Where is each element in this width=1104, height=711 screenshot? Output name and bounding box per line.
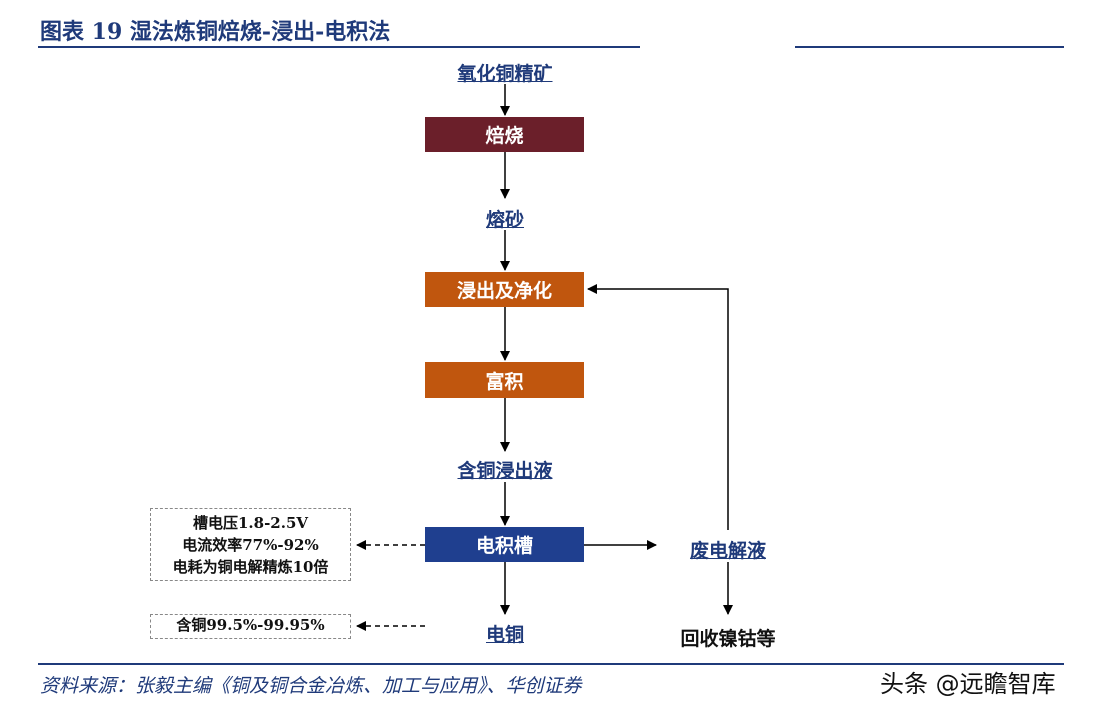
copper-purity-note: 含铜99.5%-99.95%: [150, 614, 351, 639]
note-voltage: 槽电压1.8-2.5V: [192, 514, 309, 532]
electrowinning-params-note: 槽电压1.8-2.5V 电流效率77%-92% 电耗为铜电解精炼10倍: [150, 508, 351, 581]
solution-label: 含铜浸出液: [457, 460, 553, 482]
leach-box: 浸出及净化: [425, 272, 584, 307]
calcine-label: 熔砂: [485, 209, 525, 231]
note-current-efficiency: 电流效率77%-92%: [182, 536, 319, 554]
enrich-box-label: 富积: [485, 370, 524, 393]
roast-box-label: 焙烧: [485, 125, 524, 147]
title-rule-gap: [640, 45, 795, 50]
roast-box: 焙烧: [425, 117, 584, 152]
footer-rule: [38, 663, 1064, 665]
page-title: 图表 19 湿法炼铜焙烧-浸出-电积法: [40, 19, 391, 45]
watermark: 头条 @远瞻智库: [880, 670, 1056, 698]
raw-material-label: 氧化铜精矿: [457, 63, 553, 85]
note-power-consumption: 电耗为铜电解精炼10倍: [172, 558, 329, 576]
title-rule: [38, 46, 1064, 48]
note-purity: 含铜99.5%-99.95%: [176, 616, 325, 634]
leach-box-label: 浸出及净化: [456, 280, 552, 302]
electrowinning-box: 电积槽: [425, 527, 584, 562]
source-note: 资料来源：张毅主编《铜及铜合金冶炼、加工与应用》、华创证券: [40, 675, 582, 697]
cathode-copper-label: 电铜: [485, 624, 525, 646]
electrowinning-box-label: 电积槽: [475, 535, 533, 557]
arrow-spent-recycle: [587, 284, 729, 530]
enrich-box: 富积: [425, 362, 584, 398]
spent-electrolyte-label: 废电解液: [689, 540, 767, 562]
recovery-label: 回收镍钴等: [680, 628, 776, 650]
